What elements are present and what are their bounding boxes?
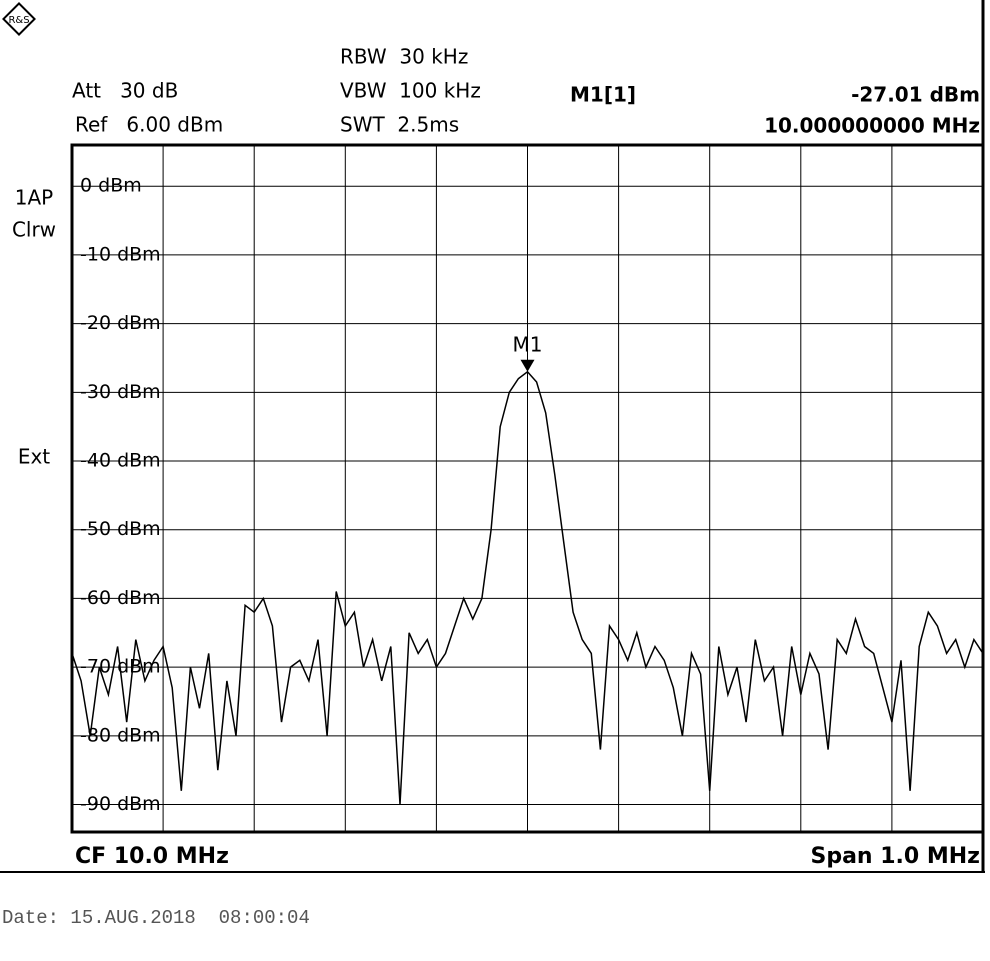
trigger-label: Ext (18, 445, 50, 469)
marker (520, 359, 535, 372)
ref: Ref 6.00 dBm (75, 113, 223, 137)
y-tick-label: 0 dBm (80, 175, 142, 197)
y-tick-label: -10 dBm (80, 243, 161, 265)
y-tick-label: -50 dBm (80, 518, 161, 540)
plot-frame (70, 143, 985, 834)
marker-label: M1 (513, 332, 543, 356)
trace (71, 370, 984, 805)
y-tick-label: -80 dBm (80, 724, 161, 746)
y-tick-label: -30 dBm (80, 381, 161, 403)
y-tick-label: -20 dBm (80, 312, 161, 334)
mode-label: Clrw (12, 218, 56, 242)
marker-freq: 10.000000000 MHz (764, 114, 980, 138)
marker-name: M1[1] (570, 83, 636, 107)
y-tick-label: -90 dBm (80, 793, 161, 815)
svg-text:R&S: R&S (8, 15, 29, 26)
center-freq: CF 10.0 MHz (75, 844, 229, 869)
y-tick-label: -60 dBm (80, 587, 161, 609)
date: Date: 15.AUG.2018 08:00:04 (2, 907, 310, 929)
span: Span 1.0 MHz (810, 844, 980, 869)
y-tick-label: -40 dBm (80, 450, 161, 472)
rbw: RBW 30 kHz (340, 45, 468, 69)
marker-level: -27.01 dBm (851, 83, 980, 107)
att: Att 30 dB (72, 79, 178, 103)
vbw: VBW 100 kHz (340, 79, 481, 103)
plot: 0 dBm -10 dBm -20 dBm -30 dBm -40 dBm -50 dBm… (71, 145, 984, 832)
swt: SWT 2.5ms (340, 113, 459, 137)
logo: R&S (2, 2, 36, 36)
trace-label: 1AP (15, 186, 53, 210)
